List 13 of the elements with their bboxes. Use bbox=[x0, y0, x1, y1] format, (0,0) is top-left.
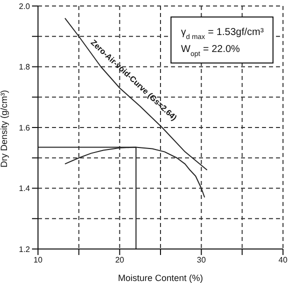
x-axis-title: Moisture Content (%) bbox=[118, 273, 204, 283]
y-tick-label: 2.0 bbox=[18, 2, 31, 11]
x-tick-label: 40 bbox=[278, 256, 288, 265]
y-tick-label: 1.6 bbox=[18, 123, 31, 132]
x-tick-label: 10 bbox=[34, 256, 43, 265]
x-tick-label: 30 bbox=[196, 256, 206, 265]
annotation: W$_{opt}$ = 22.0% bbox=[181, 44, 240, 58]
y-tick-label: 1.8 bbox=[18, 62, 31, 72]
y-tick-label: 1.2 bbox=[18, 244, 31, 254]
annotation: γ$_{d max}$ = 1.53gf/cm³ bbox=[181, 27, 264, 40]
x-tick-label: 20 bbox=[115, 256, 125, 265]
y-axis-title: Dry Density (g/cm³) bbox=[0, 90, 10, 168]
y-tick-label: 1.4 bbox=[18, 184, 31, 194]
